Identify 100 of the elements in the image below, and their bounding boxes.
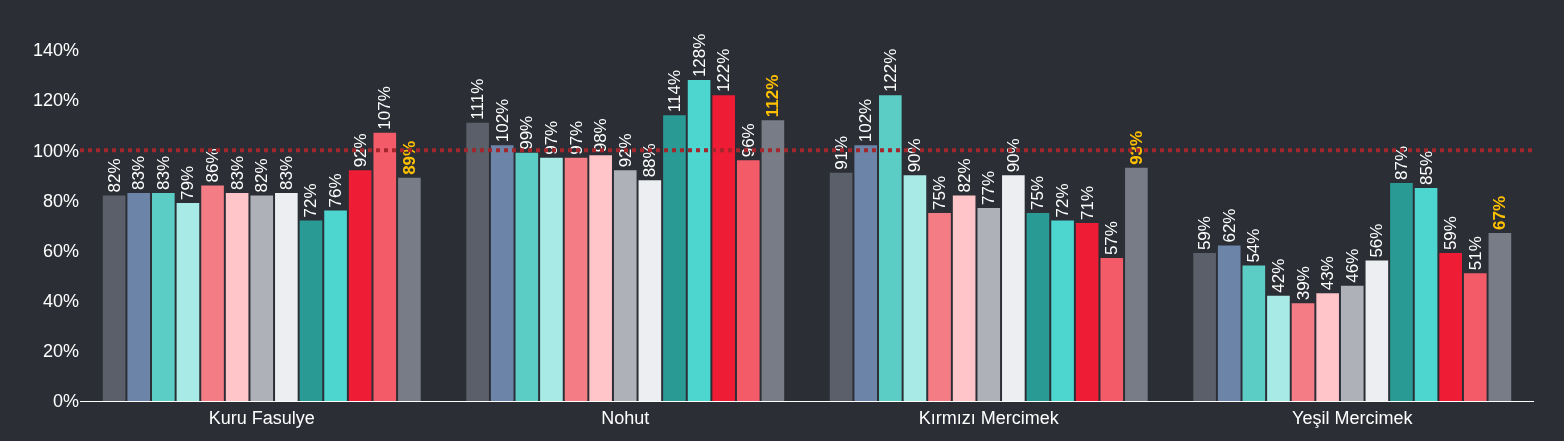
data-label: 111% <box>468 78 488 120</box>
data-label: 72% <box>1053 183 1073 218</box>
data-label: 39% <box>1293 266 1313 301</box>
bar <box>879 95 902 401</box>
x-tick-label: Kırmızı Mercimek <box>918 407 1060 428</box>
bar <box>1390 182 1413 401</box>
data-label: 51% <box>1465 236 1485 271</box>
bar <box>977 207 1001 401</box>
bar <box>663 115 686 401</box>
bar <box>1439 253 1462 401</box>
bar <box>1365 260 1389 401</box>
bar <box>829 172 853 401</box>
bar <box>176 202 200 401</box>
data-label: 85% <box>1416 150 1436 185</box>
bar <box>1002 175 1025 401</box>
data-label: 82% <box>104 158 124 193</box>
data-label: 59% <box>1195 216 1215 251</box>
bar <box>736 160 760 401</box>
data-label: 92% <box>350 133 370 168</box>
data-label: 43% <box>1318 256 1338 291</box>
data-label: 86% <box>203 148 223 183</box>
bar <box>613 170 637 401</box>
data-label: 75% <box>1028 175 1048 210</box>
bar <box>152 192 175 401</box>
data-label: 90% <box>905 138 925 173</box>
data-label: 90% <box>1003 138 1023 173</box>
data-label: 71% <box>1077 185 1097 220</box>
bar <box>687 80 711 401</box>
y-tick-label: 60% <box>42 240 79 261</box>
data-label: 122% <box>880 48 900 93</box>
bar <box>564 157 588 401</box>
y-tick-label: 0% <box>52 391 79 412</box>
bar <box>127 192 151 401</box>
data-label: 92% <box>615 133 635 168</box>
bar <box>466 122 489 401</box>
bar <box>1316 293 1339 401</box>
bar <box>1051 220 1074 401</box>
bar <box>1193 253 1216 401</box>
bar <box>1414 187 1438 401</box>
data-label: 42% <box>1268 258 1288 293</box>
data-label: 91% <box>831 135 851 170</box>
y-tick-label: 140% <box>32 40 79 61</box>
bar <box>201 185 224 401</box>
y-tick-label: 80% <box>42 190 79 211</box>
bar <box>854 145 878 401</box>
bar <box>324 210 347 401</box>
bar <box>761 120 785 401</box>
bar <box>1026 212 1050 401</box>
bar <box>1242 265 1266 401</box>
bar <box>1340 285 1364 401</box>
data-label: 56% <box>1367 223 1387 258</box>
data-label: 62% <box>1219 208 1239 243</box>
bar <box>373 132 397 401</box>
bar <box>638 180 662 401</box>
x-tick-label: Nohut <box>601 407 650 428</box>
bar <box>1488 233 1512 401</box>
bar <box>928 212 951 401</box>
data-label: 59% <box>1441 216 1461 251</box>
y-tick-label: 120% <box>32 90 79 111</box>
data-label: 72% <box>301 183 321 218</box>
data-label: 83% <box>276 155 296 190</box>
data-label: 83% <box>129 155 149 190</box>
bar <box>102 195 126 401</box>
bar <box>250 195 274 401</box>
data-label: 98% <box>591 118 611 153</box>
bar <box>589 155 612 401</box>
bar <box>1267 295 1290 401</box>
data-label: 88% <box>640 143 660 178</box>
bar <box>275 192 298 401</box>
data-label: 102% <box>856 98 876 143</box>
bar <box>1463 273 1487 401</box>
data-label: 57% <box>1102 221 1122 256</box>
bar <box>1125 167 1148 401</box>
bar <box>515 152 539 401</box>
data-label: 79% <box>178 165 198 200</box>
bar <box>1291 303 1315 401</box>
data-label: 75% <box>930 175 950 210</box>
x-tick-label: Kuru Fasulye <box>208 407 315 428</box>
x-tick-label: Yeşil Mercimek <box>1292 407 1414 428</box>
data-label: 112% <box>763 74 783 118</box>
y-tick-label: 100% <box>32 140 79 161</box>
data-label: 83% <box>153 155 173 190</box>
data-label: 102% <box>492 98 512 143</box>
data-label: 128% <box>689 33 709 78</box>
y-tick-label: 40% <box>42 291 79 312</box>
bar <box>398 177 421 401</box>
data-label: 82% <box>954 158 974 193</box>
bar <box>952 195 976 401</box>
bar <box>348 170 372 401</box>
bar <box>903 175 927 401</box>
data-label: 76% <box>326 173 346 208</box>
data-label: 114% <box>664 69 684 113</box>
data-label: 89% <box>399 140 419 175</box>
bar <box>1100 258 1124 401</box>
bar <box>1217 245 1241 401</box>
data-label: 82% <box>252 158 272 193</box>
data-label: 67% <box>1490 195 1510 231</box>
bar <box>490 145 514 401</box>
bar <box>540 157 563 401</box>
data-label: 54% <box>1244 228 1264 263</box>
